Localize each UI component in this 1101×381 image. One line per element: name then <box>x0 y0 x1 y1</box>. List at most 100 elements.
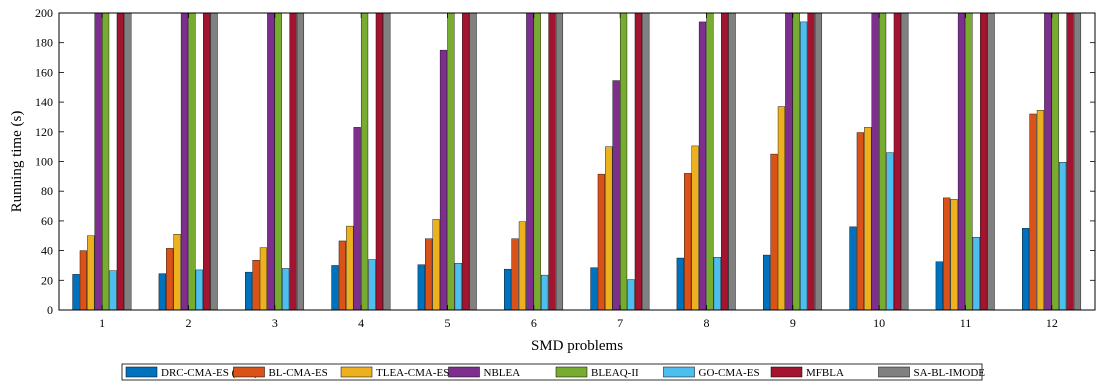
x-tick-label: 1 <box>99 316 105 330</box>
legend-label-series-2: BL-CMA-ES <box>269 367 328 379</box>
bar-6-series-3 <box>518 221 527 311</box>
bar-7-series-1 <box>590 267 598 311</box>
y-tick-label: 180 <box>35 36 53 50</box>
legend-label-series-7: MFBLA <box>806 367 844 379</box>
bar-3-series-4 <box>267 12 275 311</box>
bar-7-series-7 <box>634 12 642 311</box>
y-tick-label: 60 <box>41 214 53 228</box>
y-tick-label: 140 <box>35 95 53 109</box>
bar-3-series-1 <box>245 271 253 311</box>
y-tick-label: 160 <box>35 65 53 79</box>
bar-3-series-5 <box>274 12 282 311</box>
bar-8-series-8 <box>728 12 736 311</box>
bar-7-series-6 <box>627 279 635 311</box>
x-tick-label: 5 <box>445 316 451 330</box>
bar-6-series-1 <box>504 268 512 311</box>
y-tick-label: 20 <box>41 273 53 287</box>
x-tick-label: 12 <box>1046 316 1058 330</box>
legend: DRC-CMA-ES (ours) BL-CMA-ES TLEA-CMA-ES NBL… <box>121 363 985 381</box>
bar-12-series-2 <box>1029 113 1037 311</box>
bar-1-series-4 <box>94 12 102 311</box>
bars-layer <box>72 12 1082 311</box>
bar-2-series-5 <box>188 12 196 311</box>
bar-2-series-3 <box>173 234 181 311</box>
bar-3-series-7 <box>289 12 297 311</box>
x-axis-title: SMD problems <box>531 338 623 354</box>
bar-11-series-2 <box>943 197 951 311</box>
x-tick-label: 11 <box>960 316 972 330</box>
bar-4-series-1 <box>331 265 339 311</box>
bar-2-series-4 <box>180 12 189 311</box>
y-axis-title: Running time (s) <box>9 111 25 213</box>
bar-1-series-6 <box>109 270 117 311</box>
bar-7-series-3 <box>605 146 613 311</box>
bar-9-series-7 <box>807 12 815 311</box>
bar-6-series-8 <box>555 12 564 311</box>
bar-8-series-2 <box>684 173 692 311</box>
bar-9-series-3 <box>777 106 786 311</box>
x-tick-label: 7 <box>617 316 623 330</box>
bar-1-series-2 <box>79 250 87 311</box>
bar-4-series-4 <box>353 127 361 311</box>
bar-7-series-8 <box>642 12 650 311</box>
bar-1-series-7 <box>116 12 124 311</box>
bar-12-series-4 <box>1044 12 1052 311</box>
legend-box <box>121 363 983 381</box>
bar-9-series-1 <box>763 254 771 311</box>
bar-11-series-7 <box>980 12 988 311</box>
bar-4-series-2 <box>338 240 346 311</box>
bar-1-series-5 <box>101 12 110 311</box>
bar-5-series-3 <box>432 219 440 311</box>
bar-8-series-5 <box>706 12 714 311</box>
x-tick-label: 4 <box>358 316 364 330</box>
bar-8-series-4 <box>698 21 707 311</box>
bar-10-series-5 <box>878 12 887 311</box>
bar-6-series-7 <box>548 12 556 311</box>
legend-label-series-5: BLEAQ-II <box>591 367 639 379</box>
x-tick-label: 9 <box>790 316 796 330</box>
y-tick-label: 40 <box>41 244 53 258</box>
bar-5-series-5 <box>447 12 455 311</box>
legend-swatch-series-8 <box>878 366 910 378</box>
bar-5-series-4 <box>439 49 448 311</box>
bar-7-series-5 <box>619 12 628 311</box>
y-tick-label: 120 <box>35 125 53 139</box>
bar-10-series-6 <box>886 152 894 311</box>
bar-1-series-8 <box>124 12 132 311</box>
bar-12-series-3 <box>1036 110 1045 311</box>
bar-10-series-4 <box>871 12 879 311</box>
bar-3-series-6 <box>282 268 290 311</box>
bar-11-series-8 <box>987 12 995 311</box>
y-tick-label: 100 <box>35 155 53 169</box>
bar-11-series-5 <box>965 12 973 311</box>
bar-10-series-7 <box>893 12 901 311</box>
bar-6-series-4 <box>526 12 534 311</box>
bar-12-series-7 <box>1066 12 1074 311</box>
legend-swatch-series-7 <box>770 366 803 378</box>
bar-6-series-6 <box>541 274 549 311</box>
legend-label-series-4: NBLEA <box>484 367 521 379</box>
bar-4-series-5 <box>360 12 369 311</box>
bar-10-series-2 <box>856 132 864 311</box>
bar-12-series-5 <box>1051 12 1059 311</box>
bar-2-series-8 <box>210 12 218 311</box>
legend-label-series-6: GO-CMA-ES <box>699 367 760 379</box>
bar-4-series-7 <box>375 12 383 311</box>
bar-3-series-3 <box>259 247 268 311</box>
legend-label-series-3: TLEA-CMA-ES <box>376 367 449 379</box>
legend-swatch-series-1 <box>125 366 158 378</box>
bar-6-series-5 <box>533 12 541 311</box>
legend-swatch-series-6 <box>663 366 695 378</box>
bar-11-series-4 <box>957 12 966 311</box>
bar-6-series-2 <box>511 238 519 311</box>
legend-swatch-series-5 <box>555 366 588 378</box>
x-tick-label: 8 <box>704 316 710 330</box>
x-tick-label: 10 <box>873 316 885 330</box>
bar-5-series-7 <box>462 12 470 311</box>
legend-swatch-series-3 <box>340 366 373 378</box>
bar-3-series-2 <box>252 260 260 311</box>
y-tick-label: 0 <box>47 303 53 317</box>
bar-5-series-6 <box>454 263 462 311</box>
x-tick-label: 6 <box>531 316 537 330</box>
